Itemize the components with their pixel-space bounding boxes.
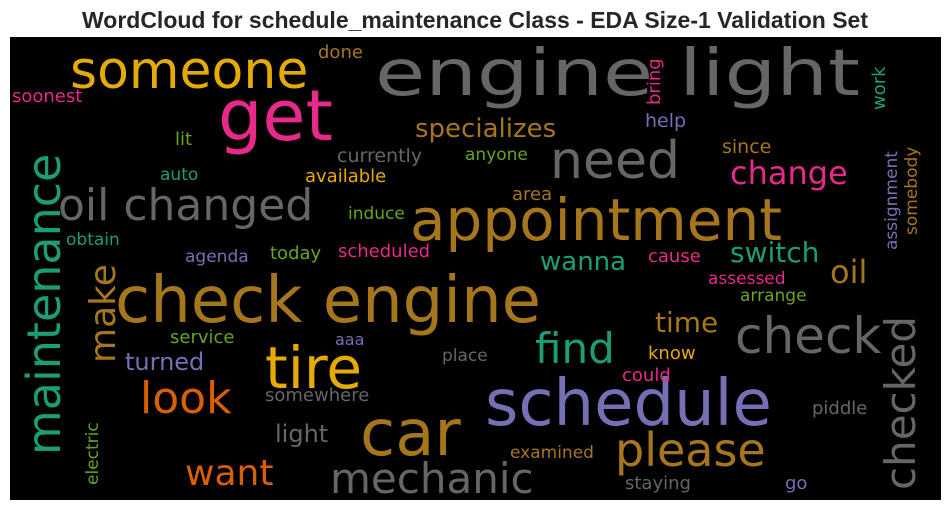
word-know: know [648,343,696,364]
word-maintenance: maintenance [17,154,71,455]
word-car: car [360,397,461,471]
word-get: get [218,75,333,157]
word-look: look [140,373,232,424]
word-bring: bring [644,58,665,105]
word-work: work [869,66,890,110]
word-electric: electric [83,422,103,485]
word-currently: currently [337,145,422,167]
word-want: want [185,453,273,494]
word-please: please [615,423,766,477]
word-induce: induce [348,204,405,224]
word-tire: tire [265,334,362,402]
word-check: check [735,307,881,365]
word-available: available [305,166,386,187]
word-check-engine: check engine [115,264,541,338]
word-appointment: appointment [410,186,782,254]
word-lit: lit [175,129,192,150]
word-someone: someone [70,41,308,101]
word-somebody: somebody [902,147,922,235]
word-find: find [535,324,615,373]
word-today: today [270,243,322,264]
word-checked: checked [876,316,925,490]
word-since: since [722,136,771,158]
word-make: make [83,264,124,363]
word-engine-light: engine light [375,37,860,111]
word-time: time [655,306,718,339]
word-place: place [442,346,488,366]
word-soonest: soonest [12,86,82,107]
word-obtain: obtain [66,230,120,250]
word-assessed: assessed [708,269,786,289]
word-cause: cause [648,246,701,267]
word-arrange: arrange [740,286,807,306]
word-switch: switch [730,236,819,269]
word-examined: examined [510,443,594,463]
word-specializes: specializes [415,114,556,144]
word-piddle: piddle [812,398,867,419]
word-mechanic: mechanic [330,454,534,500]
word-anyone: anyone [465,145,528,165]
word-somewhere: somewhere [265,385,369,406]
word-aaa: aaa [335,330,364,349]
word-turned: turned [125,348,204,376]
word-change: change [730,154,848,192]
word-auto: auto [160,165,198,185]
word-staying: staying [625,473,691,494]
word-service: service [170,327,234,348]
word-need: need [550,131,680,191]
word-area: area [512,184,552,205]
wordcloud-canvas: engine light someone get maintenance need app… [10,37,941,500]
word-wanna: wanna [540,247,626,277]
word-light: light [275,420,328,448]
word-done: done [318,42,363,63]
word-help: help [645,110,686,132]
word-could: could [622,365,671,386]
chart-title: WordCloud for schedule_maintenance Class… [81,7,868,33]
word-schedule: schedule [485,367,772,441]
word-agenda: agenda [185,247,249,267]
word-oil-changed: oil changed [58,180,313,231]
word-go: go [785,473,807,494]
word-scheduled: scheduled [338,241,430,262]
word-assignment: assignment [882,151,902,250]
word-oil: oil [830,253,867,291]
